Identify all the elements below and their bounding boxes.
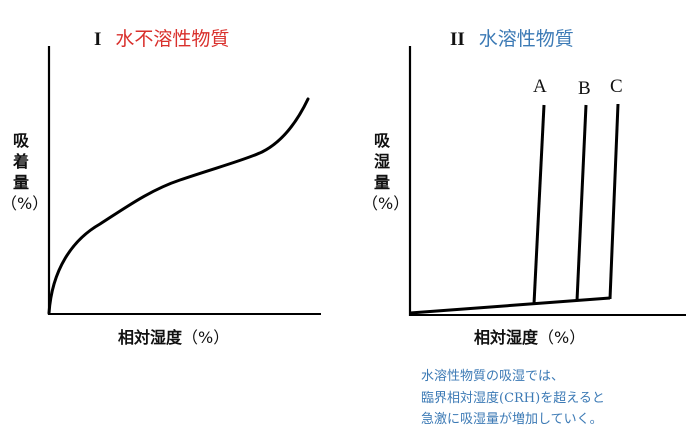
ylabel-unit: （%）	[1, 194, 49, 213]
ylabel-char: 量	[373, 173, 390, 192]
explanation-note: 水溶性物質の吸湿では、 臨界相対湿度(CRH)を超えると 急激に吸湿量が増加して…	[421, 366, 605, 431]
panel2-y-axis-label: 吸 湿 量 （%）	[362, 130, 409, 214]
panel1-title-text: 水不溶性物質	[115, 28, 230, 50]
ylabel-char: 吸	[373, 131, 390, 150]
xlabel-unit: （%）	[182, 328, 230, 347]
xlabel-text: 相対湿度	[118, 328, 183, 347]
ylabel-char: 湿	[373, 152, 390, 171]
panel2-title: II 水溶性物質	[450, 24, 574, 51]
panel1-isotherm-curve	[47, 97, 310, 315]
panel1-numeral: I	[94, 29, 102, 50]
panel1-y-axis-label: 吸 着 量 （%）	[1, 130, 48, 214]
ylabel-char: 吸	[12, 131, 29, 150]
note-line: 水溶性物質の吸湿では、	[421, 369, 565, 384]
panel2-chart	[408, 46, 686, 316]
panel2-baseline	[409, 296, 611, 315]
series-label-b: B	[578, 78, 591, 99]
xlabel-unit: （%）	[538, 328, 586, 347]
ylabel-char: 着	[12, 152, 29, 171]
xlabel-text: 相対湿度	[474, 328, 539, 347]
panel2-title-text: 水溶性物質	[478, 28, 574, 50]
panel1-chart	[47, 46, 321, 315]
panel1-title: I 水不溶性物質	[94, 24, 229, 51]
panel2-numeral: II	[450, 29, 465, 50]
note-line: 急激に吸湿量が増加していく。	[421, 412, 603, 427]
series-a-line	[532, 104, 546, 305]
series-label-c: C	[610, 76, 623, 97]
series-c-line	[608, 103, 620, 300]
series-label-a: A	[533, 76, 547, 97]
note-line: 臨界相対湿度(CRH)を超えると	[421, 390, 605, 406]
panel1-x-axis-label: 相対湿度（%）	[118, 324, 229, 348]
ylabel-unit: （%）	[362, 194, 410, 213]
ylabel-char: 量	[12, 173, 29, 192]
series-b-line	[575, 104, 588, 302]
panel2-x-axis-label: 相対湿度（%）	[474, 324, 585, 348]
